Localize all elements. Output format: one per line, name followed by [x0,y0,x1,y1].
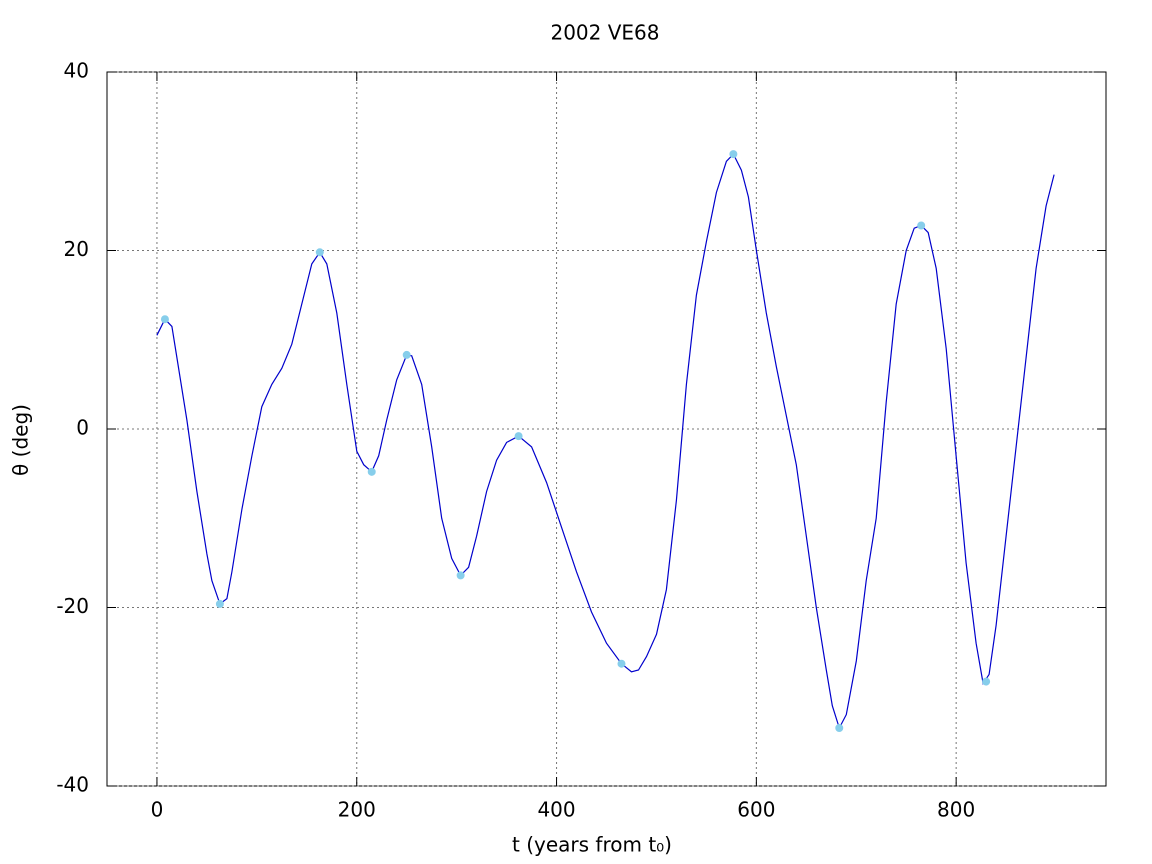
y-tick-label: -20 [56,594,89,618]
extremum-marker [514,432,523,441]
y-axis-label: θ (deg) [9,404,33,476]
extremum-marker [315,248,324,257]
extremum-marker [982,677,991,686]
y-tick-label: 40 [64,59,89,83]
x-tick-label: 400 [537,798,575,822]
extremum-marker [729,150,738,159]
y-tick-label: -40 [56,773,89,797]
x-axis-label: t (years from t₀) [512,833,672,857]
extremum-marker [456,571,465,580]
x-tick-label: 600 [737,798,775,822]
extremum-marker [367,467,376,476]
x-tick-label: 800 [937,798,975,822]
extremum-marker [160,315,169,324]
data-line [156,153,1055,730]
chart-title: 2002 VE68 [550,21,659,45]
x-tick-label: 0 [151,798,164,822]
y-tick-label: 0 [76,416,89,440]
y-tick-label: 20 [64,237,89,261]
extremum-marker [917,221,926,230]
x-tick-label: 200 [338,798,376,822]
extremum-marker [215,599,224,608]
extremum-marker [617,659,626,668]
extremum-marker [835,723,844,732]
extremum-marker [402,350,411,359]
